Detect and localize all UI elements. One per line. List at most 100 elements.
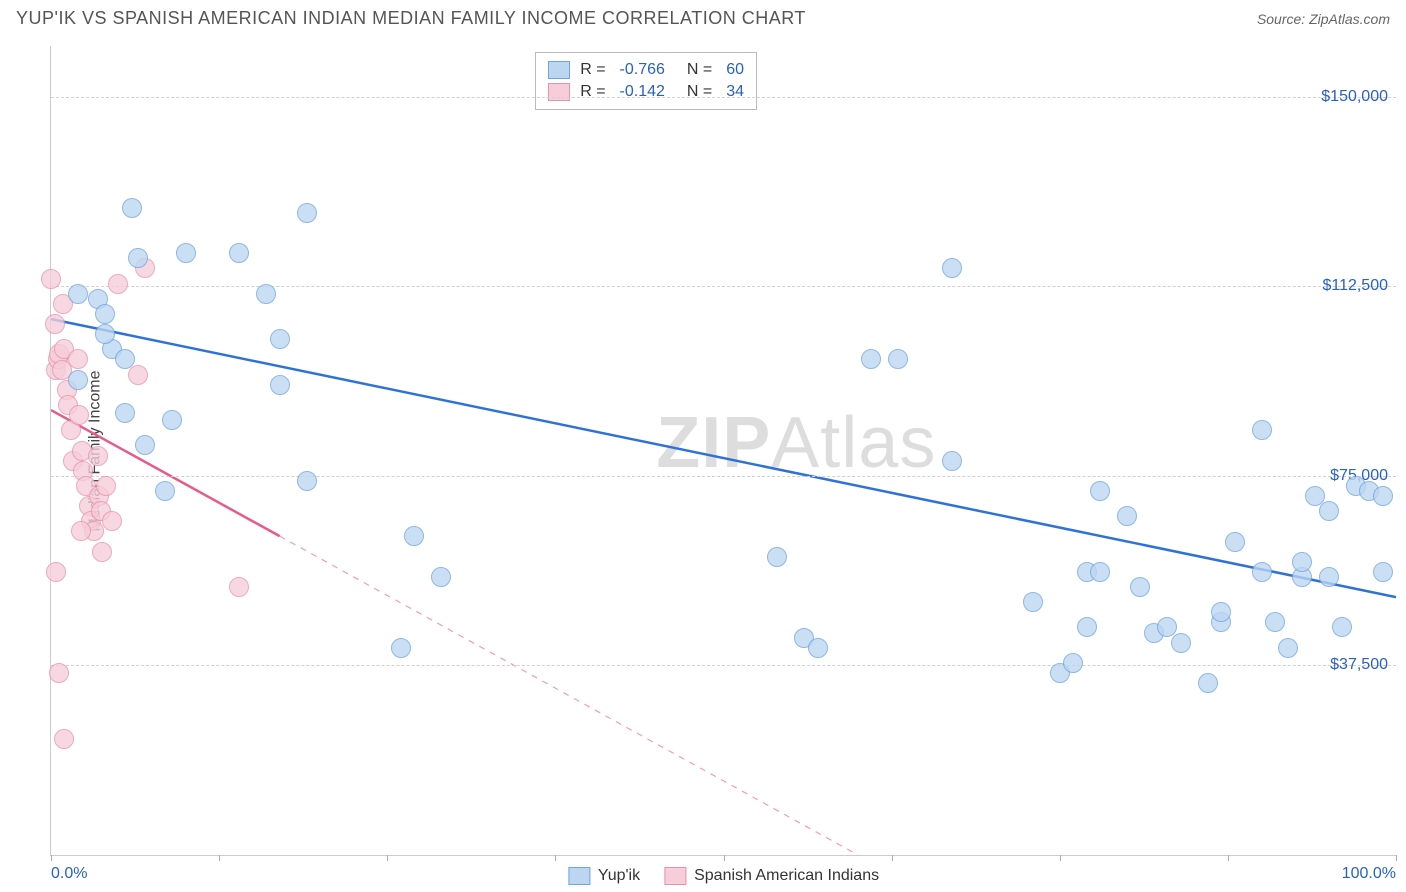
data-point	[297, 203, 317, 223]
n-value-2: 34	[726, 83, 744, 101]
r-label: R =	[580, 61, 605, 79]
data-point	[1077, 617, 1097, 637]
x-tick	[555, 855, 556, 861]
data-point	[1278, 638, 1298, 658]
data-point	[102, 511, 122, 531]
data-point	[135, 435, 155, 455]
data-point	[41, 269, 61, 289]
data-point	[1373, 562, 1393, 582]
x-tick	[387, 855, 388, 861]
data-point	[71, 521, 91, 541]
data-point	[68, 284, 88, 304]
data-point	[108, 274, 128, 294]
source-name: ZipAtlas.com	[1309, 11, 1390, 27]
data-point	[45, 314, 65, 334]
data-point	[68, 370, 88, 390]
x-tick	[1228, 855, 1229, 861]
data-point	[95, 304, 115, 324]
gridline	[51, 97, 1396, 98]
data-point	[297, 471, 317, 491]
data-point	[128, 248, 148, 268]
x-tick	[1396, 855, 1397, 861]
source-attribution: Source: ZipAtlas.com	[1257, 11, 1390, 27]
r-label: R =	[580, 83, 605, 101]
data-point	[942, 451, 962, 471]
data-point	[176, 243, 196, 263]
x-tick	[1060, 855, 1061, 861]
data-point	[808, 638, 828, 658]
legend-row-series-2: R = -0.142 N = 34	[548, 81, 744, 103]
r-value-2: -0.142	[620, 83, 665, 101]
gridline	[51, 665, 1396, 666]
r-value-1: -0.766	[620, 61, 665, 79]
data-point	[270, 375, 290, 395]
data-point	[767, 547, 787, 567]
data-point	[1090, 481, 1110, 501]
n-value-1: 60	[726, 61, 744, 79]
x-tick-label: 0.0%	[51, 865, 87, 883]
n-label: N =	[687, 83, 712, 101]
data-point	[942, 258, 962, 278]
data-point	[1292, 552, 1312, 572]
data-point	[162, 410, 182, 430]
data-point	[69, 405, 89, 425]
data-point	[1023, 592, 1043, 612]
x-tick-label: 100.0%	[1342, 865, 1396, 883]
data-point	[92, 542, 112, 562]
data-point	[1252, 420, 1272, 440]
swatch-series-2	[664, 867, 686, 885]
data-point	[46, 562, 66, 582]
swatch-series-1	[548, 61, 570, 79]
source-prefix: Source:	[1257, 11, 1309, 27]
x-tick	[219, 855, 220, 861]
data-point	[1090, 562, 1110, 582]
data-point	[1252, 562, 1272, 582]
data-point	[128, 365, 148, 385]
legend-row-series-1: R = -0.766 N = 60	[548, 59, 744, 81]
data-point	[1130, 577, 1150, 597]
data-point	[1319, 501, 1339, 521]
data-point	[1063, 653, 1083, 673]
gridline	[51, 476, 1396, 477]
correlation-legend: R = -0.766 N = 60 R = -0.142 N = 34	[535, 52, 757, 110]
data-point	[1373, 486, 1393, 506]
data-point	[88, 446, 108, 466]
data-point	[1171, 633, 1191, 653]
data-point	[95, 324, 115, 344]
data-point	[1211, 602, 1231, 622]
data-point	[404, 526, 424, 546]
gridline	[51, 286, 1396, 287]
swatch-series-2	[548, 83, 570, 101]
scatter-chart: Median Family Income ZIPAtlas R = -0.766…	[50, 46, 1396, 856]
data-point	[115, 403, 135, 423]
watermark: ZIPAtlas	[656, 402, 936, 484]
data-point	[229, 243, 249, 263]
n-label: N =	[687, 61, 712, 79]
data-point	[115, 349, 135, 369]
data-point	[1225, 532, 1245, 552]
data-point	[96, 476, 116, 496]
data-point	[270, 329, 290, 349]
data-point	[391, 638, 411, 658]
chart-title: YUP'IK VS SPANISH AMERICAN INDIAN MEDIAN…	[16, 8, 806, 29]
data-point	[155, 481, 175, 501]
data-point	[1332, 617, 1352, 637]
data-point	[256, 284, 276, 304]
trend-lines	[51, 46, 1396, 855]
data-point	[122, 198, 142, 218]
y-tick-label: $37,500	[1330, 656, 1388, 674]
data-point	[1198, 673, 1218, 693]
data-point	[1265, 612, 1285, 632]
data-point	[861, 349, 881, 369]
series-legend: Yup'ik Spanish American Indians	[568, 867, 879, 885]
swatch-series-1	[568, 867, 590, 885]
series-2-name: Spanish American Indians	[694, 867, 879, 885]
data-point	[1319, 567, 1339, 587]
x-tick	[51, 855, 52, 861]
legend-item-1: Yup'ik	[568, 867, 640, 885]
data-point	[888, 349, 908, 369]
data-point	[229, 577, 249, 597]
x-tick	[892, 855, 893, 861]
y-tick-label: $112,500	[1322, 277, 1388, 295]
data-point	[1117, 506, 1137, 526]
